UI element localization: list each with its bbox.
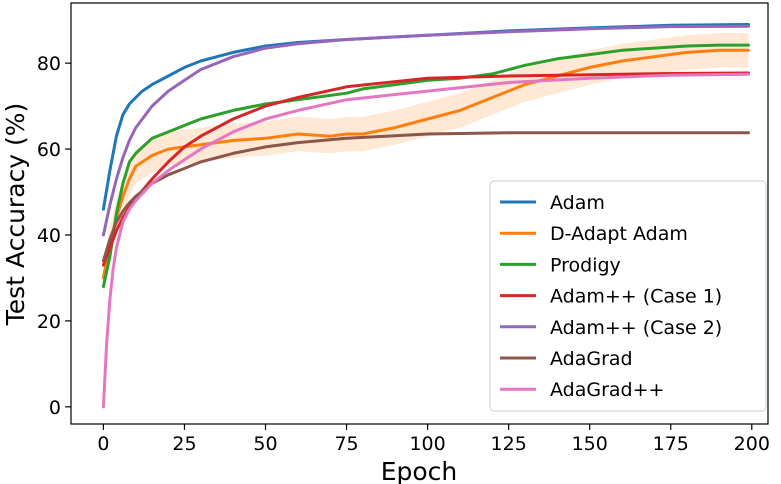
legend-label-adam-case-1: Adam++ (Case 1) [550,286,722,308]
x-tick-label: 75 [334,433,358,455]
x-tick-label: 100 [409,433,445,455]
legend-label-d-adapt-adam: D-Adapt Adam [550,223,688,245]
y-tick-label: 60 [37,139,61,161]
series-line-d-adapt-adam [101,48,750,280]
legend-label-adagrad: AdaGrad++ [550,379,664,401]
band-d-adapt-adam [103,33,749,296]
y-axis: 0 20 40 60 80 [37,53,71,419]
legend-label-prodigy: Prodigy [550,254,621,276]
x-axis: 0 25 50 75 100 125 150 175 200 [97,424,770,455]
y-axis-title: Test Accuracy (%) [1,103,30,327]
x-tick-label: 25 [172,433,196,455]
y-tick-label: 80 [37,53,61,75]
x-tick-label: 150 [572,433,608,455]
confidence-bands [103,33,749,296]
y-tick-label: 0 [49,397,61,419]
y-tick-label: 40 [37,225,61,247]
x-tick-label: 50 [253,433,277,455]
legend-label-adam: Adam [550,192,605,214]
x-tick-label: 175 [653,433,689,455]
legend-label-adagrad: AdaGrad [550,348,633,370]
x-tick-label: 125 [491,433,527,455]
y-tick-label: 20 [37,311,61,333]
series-line-adagrad [101,131,750,263]
legend: Adam D-Adapt Adam Prodigy Adam++ (Case 1) Ad… [489,180,767,412]
series-line-adam-case-1 [101,71,750,267]
x-tick-label: 0 [97,433,109,455]
plot-frame [70,2,769,425]
x-tick-label: 200 [734,433,770,455]
x-axis-title: Epoch [381,457,458,484]
legend-label-adam-case-2: Adam++ (Case 2) [550,317,722,339]
series-line-adagrad [101,72,750,409]
series-lines [101,23,750,409]
series-line-prodigy [101,43,750,288]
series-line-adam-case-2 [101,24,750,237]
legend-box [489,180,767,412]
